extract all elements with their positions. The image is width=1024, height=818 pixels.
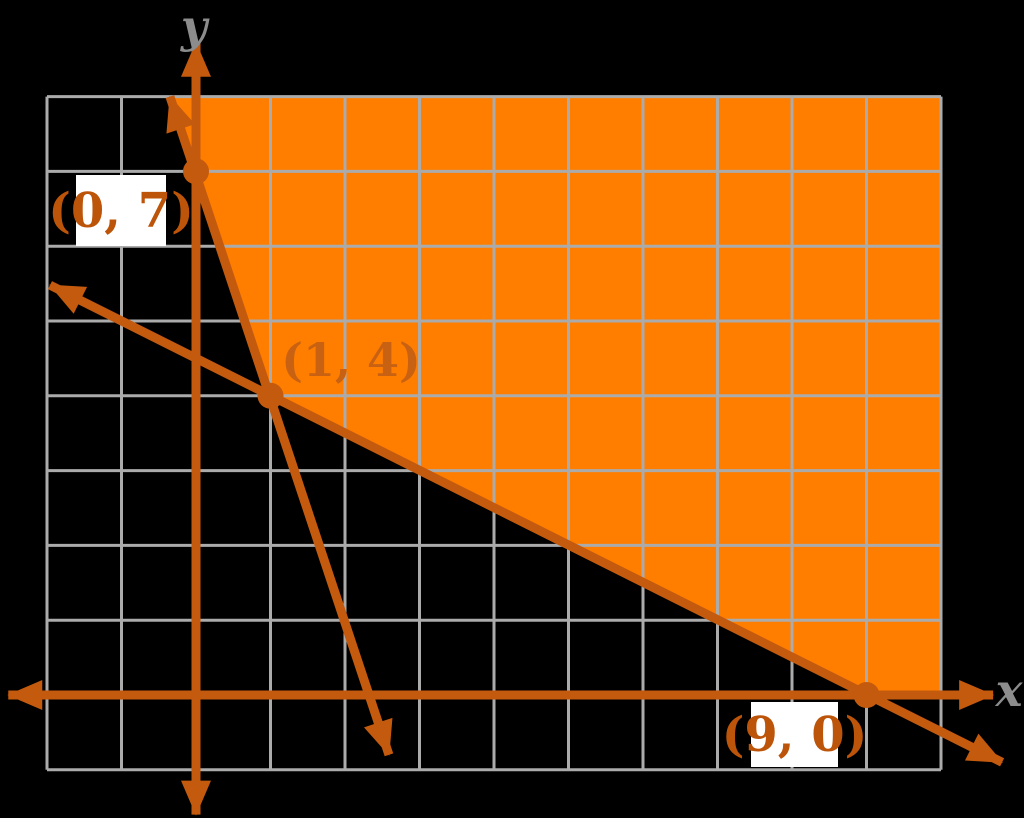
- line-through-(1,4)-(9,0): [47, 281, 1005, 767]
- point-dot-9-0: [853, 682, 880, 708]
- point-dot-0-7: [183, 158, 209, 185]
- point-dot-1-4: [257, 382, 284, 409]
